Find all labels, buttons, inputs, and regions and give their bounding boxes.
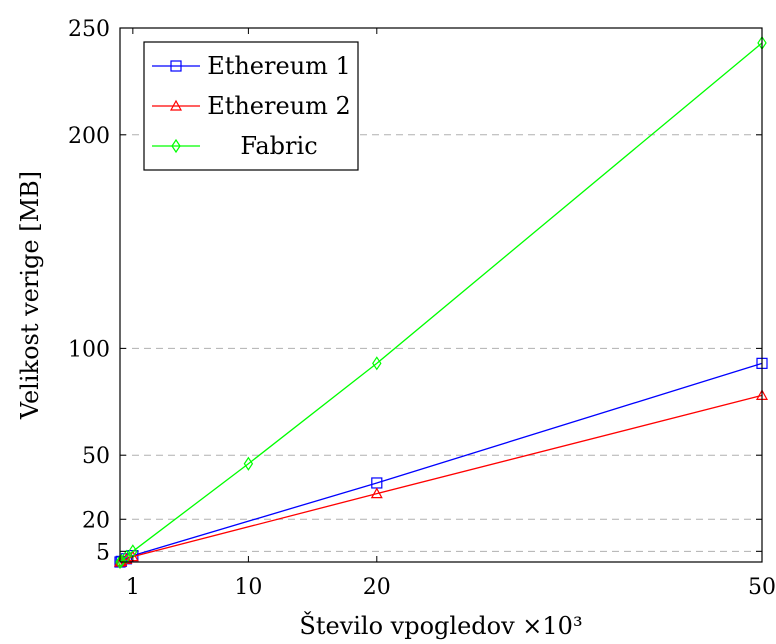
y-tick-label: 100 <box>68 337 110 362</box>
legend-label: Fabric <box>240 132 317 160</box>
legend-item: Ethereum 2 <box>152 92 351 120</box>
data-point <box>370 487 383 499</box>
y-tick-label: 20 <box>82 508 110 533</box>
legend-marker <box>171 138 181 154</box>
y-axis-label: Velikost verige [MB] <box>16 171 44 420</box>
x-tick-label: 20 <box>363 575 391 600</box>
legend-item: Ethereum 1 <box>152 52 351 80</box>
series-line <box>119 362 763 563</box>
y-tick-label: 200 <box>68 124 110 149</box>
series-fabric <box>115 35 767 570</box>
axis-ticks: 1 10 20 50 5 20 50 100 200 250 <box>68 17 776 600</box>
y-tick-label: 250 <box>68 17 110 42</box>
series-line <box>119 394 763 563</box>
legend-label: Ethereum 1 <box>207 52 351 80</box>
series-line <box>119 42 763 563</box>
legend-label: Ethereum 2 <box>207 92 351 120</box>
legend-item: Fabric <box>152 132 318 160</box>
legend-marker <box>169 99 183 111</box>
x-tick-label: 1 <box>126 575 140 600</box>
data-point <box>243 456 254 471</box>
x-tick-label: 50 <box>748 575 776 600</box>
data-point <box>372 356 382 371</box>
y-tick-label: 50 <box>82 444 110 469</box>
series-layer <box>113 35 769 570</box>
x-tick-label: 10 <box>234 575 262 600</box>
y-tick-label: 5 <box>96 540 110 565</box>
series-ethereum-2 <box>113 389 769 567</box>
data-point <box>121 549 132 564</box>
legend-marker <box>170 60 182 72</box>
legend: Ethereum 1 Ethereum 2 Fabric <box>143 41 359 171</box>
plot-area-frame <box>119 27 763 563</box>
x-axis-label: Število vpogledov ×10³ <box>299 611 582 640</box>
